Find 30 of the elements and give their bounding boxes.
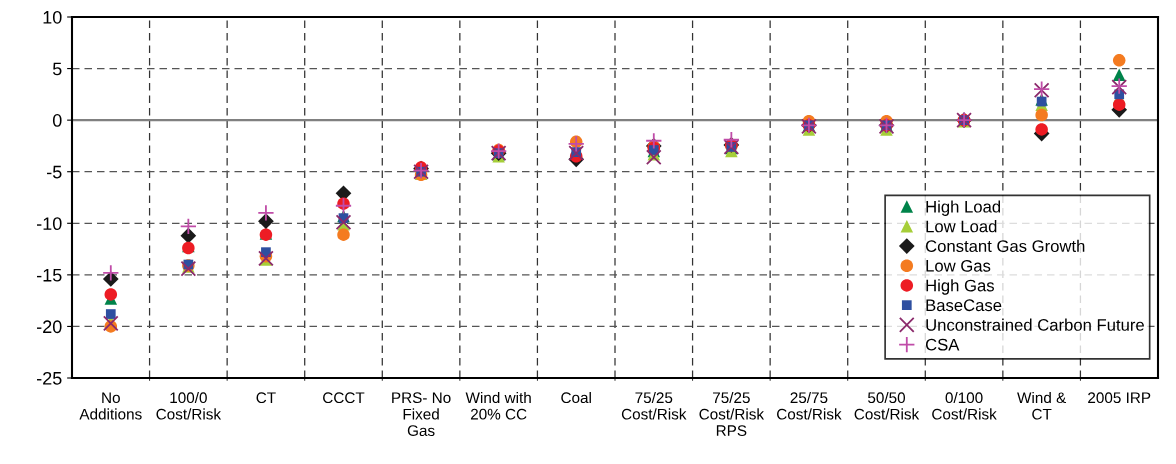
x-tick-label: Wind with 20% CC [465,391,531,420]
x-tick-label: Coal [561,391,591,404]
y-tick-label: -20 [36,320,62,334]
legend-label: Low Gas [926,259,991,272]
x-tick-label: CCCT [323,392,365,404]
y-tick-label: 10 [43,10,62,24]
legend-label: High Load [926,200,1001,216]
x-tick-label: 100/0 Cost/Risk [156,391,222,420]
x-tick-label: 75/25 Cost/Risk [621,391,687,420]
x-tick-label: 75/25 Cost/Risk RPS [699,391,765,437]
x-tick-label: PRS- No Fixed Gas [392,392,451,437]
y-tick-label: -5 [47,165,62,179]
x-tick-label: 50/50 Cost/Risk [854,391,920,420]
x-tick-label: 2005 IRP [1088,392,1151,404]
legend-label: Unconstrained Carbon Future [926,318,1144,331]
legend-label: High Gas [926,279,994,295]
legend-label: Constant Gas Growth [925,239,1085,253]
x-tick-label: No Additions [79,392,142,420]
legend-label: CSA [925,338,960,351]
legend-label: BaseCase [926,299,1002,312]
y-tick-label: 0 [52,114,62,127]
x-tick-label: CT [256,392,276,404]
y-tick-label: -25 [36,371,62,385]
x-tick-label: 0/100 Cost/Risk [932,391,997,420]
legend-label: Low Load [926,220,997,233]
x-tick-label: Wind & CT [1017,391,1067,420]
y-tick-label: -10 [36,217,62,231]
y-tick-label: -15 [36,268,62,282]
x-tick-label: 25/75 Cost/Risk [777,391,842,420]
y-tick-label: 5 [52,62,62,76]
